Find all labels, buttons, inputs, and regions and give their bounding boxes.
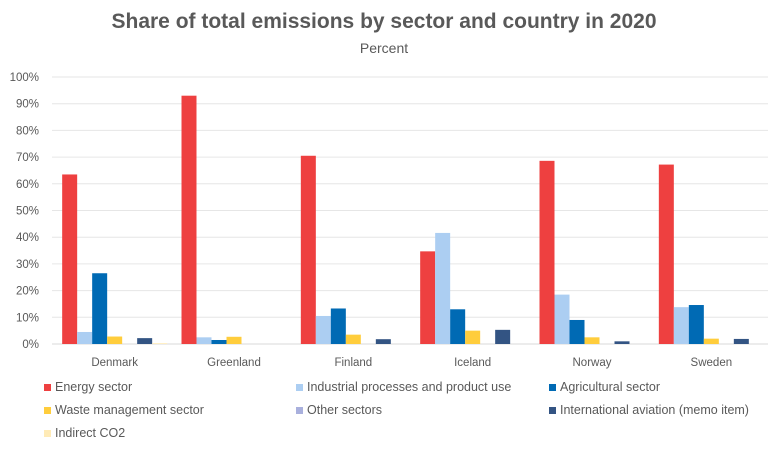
- bar: [300, 155, 316, 344]
- bar: [226, 336, 242, 344]
- bar: [152, 343, 168, 344]
- bar: [92, 273, 108, 344]
- legend-swatch: [44, 429, 51, 437]
- legend-label: Industrial processes and product use: [307, 380, 512, 394]
- legend-item: Waste management sector: [44, 403, 204, 417]
- bar: [495, 329, 511, 344]
- x-tick-label: Iceland: [454, 357, 491, 369]
- bar: [196, 337, 212, 344]
- bar: [77, 331, 93, 344]
- legend-label: Waste management sector: [55, 403, 204, 417]
- y-tick-label: 80%: [16, 125, 39, 137]
- bar: [62, 174, 78, 344]
- bar: [465, 330, 481, 344]
- bar: [420, 251, 436, 344]
- legend-label: Agricultural sector: [560, 380, 661, 394]
- bar: [315, 315, 331, 344]
- bar: [584, 337, 600, 344]
- bar: [614, 341, 630, 344]
- bar: [375, 339, 391, 344]
- legend-label: Other sectors: [307, 403, 383, 417]
- legend-item: International aviation (memo item): [549, 403, 749, 417]
- chart-title: Share of total emissions by sector and c…: [111, 10, 657, 33]
- y-tick-label: 60%: [16, 179, 39, 191]
- x-tick-label: Greenland: [207, 357, 261, 369]
- bar: [330, 308, 346, 344]
- bar: [733, 338, 749, 344]
- bar: [345, 334, 361, 344]
- bar: [569, 319, 585, 344]
- legend-swatch: [44, 406, 51, 414]
- legend-swatch: [296, 383, 303, 391]
- legend-item: Agricultural sector: [549, 380, 660, 394]
- legend-item: Energy sector: [44, 380, 132, 394]
- bar: [703, 338, 719, 344]
- x-tick-label: Denmark: [91, 357, 138, 369]
- y-tick-label: 90%: [16, 99, 39, 111]
- legend-swatch: [549, 383, 556, 391]
- legend-item: Industrial processes and product use: [296, 380, 511, 394]
- legend-swatch: [44, 383, 51, 391]
- bar: [137, 338, 153, 344]
- y-tick-label: 30%: [16, 259, 39, 271]
- x-tick-label: Finland: [334, 357, 372, 369]
- bar: [554, 294, 570, 344]
- x-tick-label: Norway: [573, 357, 612, 369]
- bar: [539, 160, 555, 344]
- legend-swatch: [296, 406, 303, 414]
- x-tick-label: Sweden: [691, 357, 733, 369]
- bar: [658, 164, 674, 344]
- bar: [673, 307, 689, 344]
- legend-label: Energy sector: [55, 380, 133, 394]
- legend-swatch: [549, 406, 556, 414]
- legend-item: Indirect CO2: [44, 426, 125, 440]
- y-tick-label: 40%: [16, 232, 39, 244]
- bar: [450, 309, 466, 344]
- bar: [107, 336, 123, 344]
- y-tick-label: 0%: [22, 339, 39, 351]
- bar: [211, 339, 227, 344]
- legend-label: Indirect CO2: [55, 426, 126, 440]
- y-tick-label: 70%: [16, 152, 39, 164]
- y-tick-label: 10%: [16, 312, 39, 324]
- bar: [181, 95, 197, 344]
- y-tick-label: 20%: [16, 286, 39, 298]
- y-tick-label: 100%: [10, 72, 39, 84]
- bar: [688, 305, 704, 344]
- bar: [435, 232, 451, 344]
- legend-label: International aviation (memo item): [560, 403, 749, 417]
- legend-item: Other sectors: [296, 403, 382, 417]
- chart-subtitle: Percent: [359, 40, 409, 56]
- y-tick-label: 50%: [16, 206, 39, 218]
